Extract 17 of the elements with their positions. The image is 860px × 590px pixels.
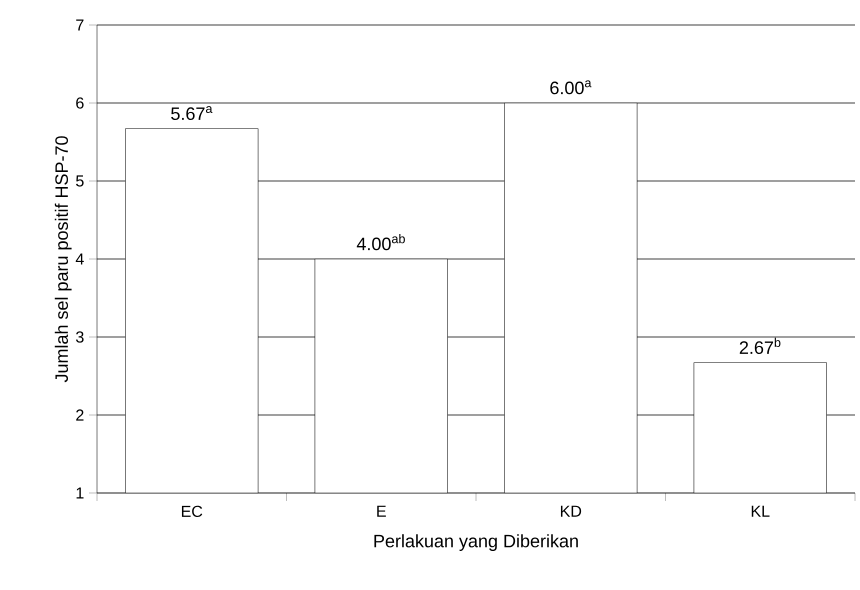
data-label: 2.67$^{b}$ <box>740 338 780 354</box>
y-tick-label: 6 <box>76 97 84 109</box>
y-tick-label: 2 <box>76 409 84 421</box>
data-label: 4.00$^{ab}$ <box>356 234 405 250</box>
y-tick-label: 5 <box>76 175 84 187</box>
y-tick-label: 3 <box>76 331 84 343</box>
y-tick-label: 4 <box>76 254 84 265</box>
y-axis-title: Jumlah sel paru positif HSP-70 <box>54 136 72 382</box>
x-tick-label: E <box>377 506 386 517</box>
x-tick-label: KD <box>560 506 582 517</box>
x-tick-label: EC <box>182 506 202 518</box>
y-tick-label: 1 <box>76 488 84 499</box>
y-tick-label: 7 <box>76 20 84 31</box>
data-label: 6.00$^{a}$ <box>550 80 592 94</box>
x-tick-label: KL <box>752 506 770 517</box>
data-label: 5.67$^{a}$ <box>171 106 212 120</box>
x-axis-title: Perlakuan yang Diberikan <box>374 534 578 551</box>
